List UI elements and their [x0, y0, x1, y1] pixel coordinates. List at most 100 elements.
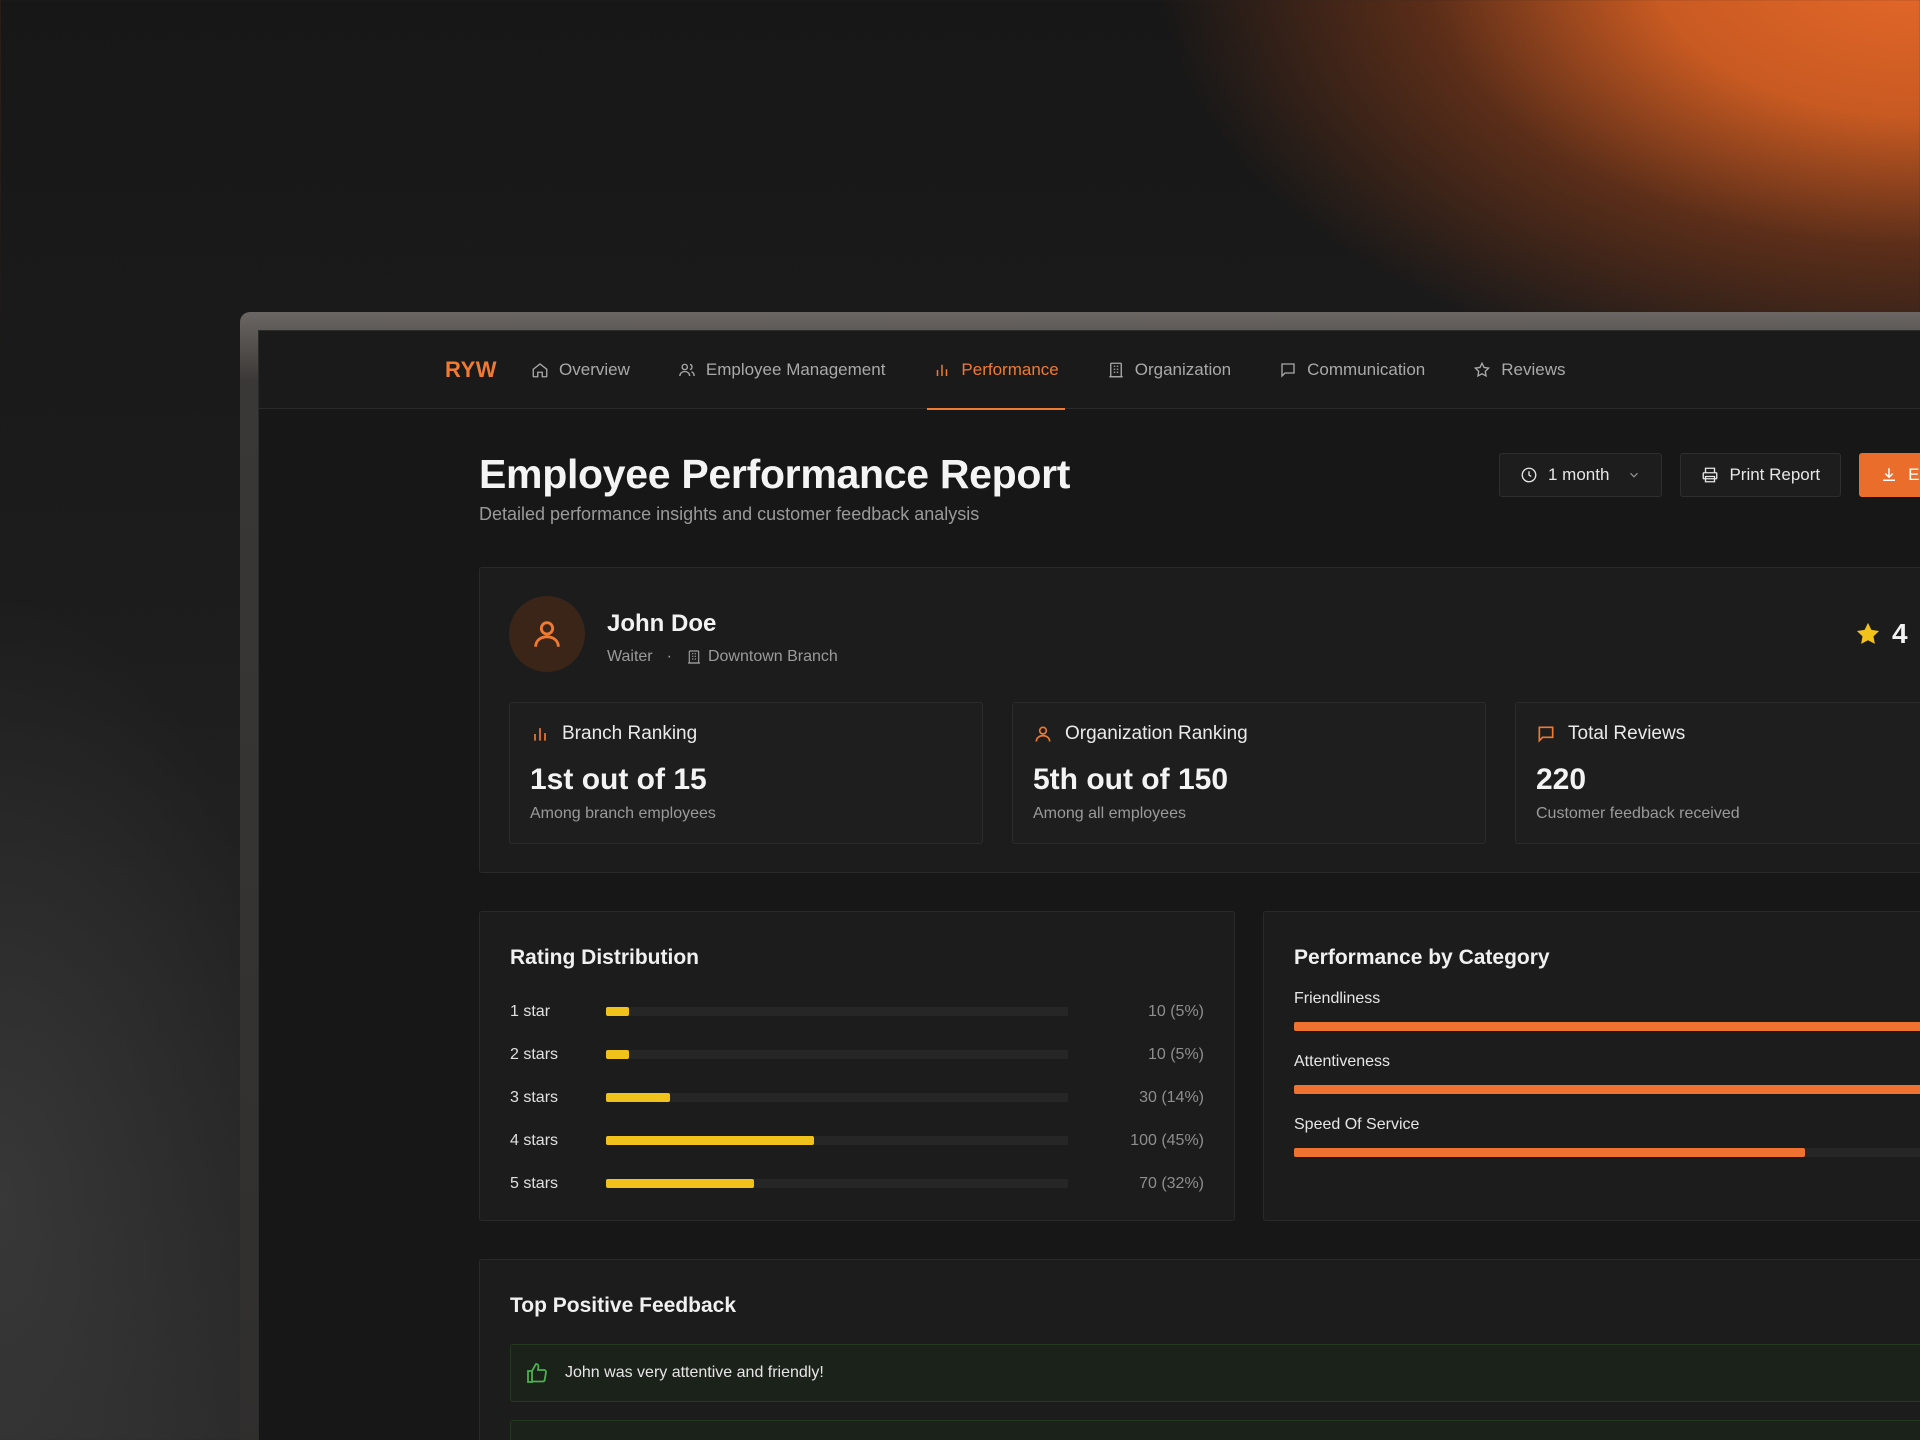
stat-branch-ranking: Branch Ranking 1st out of 15 Among branc…: [509, 702, 983, 844]
rating-bar-track: [605, 1136, 1069, 1145]
rating-label: 3 stars: [510, 1088, 559, 1106]
logo[interactable]: RYW: [445, 356, 498, 382]
rating-bar-track: [605, 1050, 1069, 1059]
rating-bar-fill: [605, 1093, 671, 1102]
employee-meta: Waiter · Downtown Branch: [607, 648, 838, 666]
rating-label: 2 stars: [510, 1045, 559, 1063]
rating-bar-fill: [605, 1179, 754, 1188]
nav-item-organization[interactable]: Organization: [1107, 331, 1231, 409]
user-icon: [1035, 726, 1051, 742]
category-performance-title: Performance by Category: [1294, 946, 1550, 969]
nav-label: Overview: [559, 359, 630, 379]
category-bar-fill: [1294, 1148, 1805, 1157]
avatar: [509, 596, 585, 672]
overall-rating: 4: [1854, 618, 1908, 650]
category-row: Friendliness: [1294, 990, 1920, 1031]
feedback-text: John was very attentive and friendly!: [565, 1364, 824, 1381]
nav-item-employee-management[interactable]: Employee Management: [678, 331, 885, 409]
period-select[interactable]: 1 month: [1499, 453, 1663, 497]
download-icon: [1883, 468, 1896, 481]
stat-header: Organization Ranking: [1033, 723, 1465, 745]
nav-item-communication[interactable]: Communication: [1279, 331, 1425, 409]
nav-label: Communication: [1307, 359, 1426, 379]
rating-bar-fill: [605, 1050, 629, 1059]
category-bar-track: [1294, 1085, 1920, 1094]
feedback-item: John was very attentive and friendly!: [510, 1344, 1920, 1402]
nav-item-overview[interactable]: Overview: [531, 331, 630, 409]
home-icon: [532, 362, 548, 377]
stat-value: 1st out of 15: [530, 763, 707, 796]
stat-subtitle: Among branch employees: [530, 805, 716, 822]
stat-title: Total Reviews: [1568, 723, 1686, 744]
top-nav: RYW Overview Employee Management Perform…: [259, 331, 1920, 410]
rating-row: 1 star 10 (5%): [510, 990, 1204, 1033]
page-title: Employee Performance Report: [479, 451, 1071, 497]
category-bar-track: [1294, 1148, 1920, 1157]
building-icon: [1109, 362, 1123, 377]
employee-branch-label: Downtown Branch: [707, 648, 838, 665]
employee-profile-card: John Doe Waiter · Downtown Branch 4: [479, 567, 1920, 873]
star-icon: [1474, 361, 1491, 377]
stat-organization-ranking: Organization Ranking 5th out of 150 Amon…: [1012, 702, 1486, 844]
users-icon: [679, 363, 695, 376]
rating-row: 3 stars 30 (14%): [510, 1076, 1204, 1119]
rating-row: 4 stars 100 (45%): [510, 1119, 1204, 1162]
export-button[interactable]: Ex: [1859, 453, 1920, 497]
user-icon: [534, 621, 560, 647]
main-content: Employee Performance Report Detailed per…: [479, 409, 1920, 1440]
nav-item-performance[interactable]: Performance: [927, 331, 1066, 410]
rating-bar-fill: [605, 1136, 814, 1145]
building-icon: [687, 650, 700, 664]
nav-label: Organization: [1134, 359, 1232, 379]
rating-label: 1 star: [510, 1002, 551, 1020]
printer-icon: [1703, 467, 1718, 483]
rating-count: 70 (32%): [1139, 1174, 1204, 1192]
employee-branch: Downtown Branch: [686, 648, 838, 666]
stat-subtitle: Among all employees: [1033, 805, 1186, 822]
bar-chart-icon: [534, 728, 546, 741]
star-filled-icon: [1856, 622, 1880, 644]
app-screen: RYW Overview Employee Management Perform…: [258, 330, 1920, 1440]
analytics-row: Rating Distribution 1 star 10 (5%) 2 stars…: [479, 911, 1920, 1221]
page-subtitle: Detailed performance insights and custom…: [479, 504, 980, 524]
export-label: Ex: [1908, 465, 1920, 484]
bar-chart-icon: [937, 364, 948, 376]
rating-count: 10 (5%): [1147, 1045, 1204, 1063]
rating-bar-track: [605, 1093, 1069, 1102]
rating-row: 2 stars 10 (5%): [510, 1033, 1204, 1076]
rating-distribution-title: Rating Distribution: [510, 946, 699, 969]
stat-title: Branch Ranking: [562, 723, 698, 744]
print-report-label: Print Report: [1729, 465, 1821, 484]
stat-value: 220: [1536, 763, 1587, 796]
category-row: Attentiveness: [1294, 1053, 1920, 1094]
rating-label: 4 stars: [510, 1131, 559, 1149]
stats-row: Branch Ranking 1st out of 15 Among branc…: [509, 702, 1920, 844]
stat-title: Organization Ranking: [1065, 723, 1248, 744]
employee-name: John Doe: [607, 610, 717, 637]
clock-icon: [1521, 467, 1537, 483]
nav-label: Reviews: [1501, 359, 1566, 379]
feedback-item: [510, 1420, 1920, 1440]
stat-header: Total Reviews: [1536, 723, 1920, 745]
meta-separator: ·: [666, 648, 672, 665]
overall-rating-value: 4: [1892, 618, 1908, 649]
nav-item-reviews[interactable]: Reviews: [1473, 331, 1566, 409]
employee-role: Waiter: [607, 648, 653, 665]
rating-row: 5 stars 70 (32%): [510, 1162, 1204, 1205]
header-actions: 1 month Print Report Ex: [1499, 453, 1920, 497]
print-report-button[interactable]: Print Report: [1680, 453, 1842, 497]
rating-count: 30 (14%): [1139, 1088, 1204, 1106]
category-performance-card: Performance by Category Friendliness Atte…: [1263, 911, 1920, 1221]
nav-label: Performance: [961, 359, 1059, 379]
monitor-bezel: RYW Overview Employee Management Perform…: [240, 312, 1920, 1440]
positive-feedback-title: Top Positive Feedback: [510, 1294, 737, 1317]
category-row: Speed Of Service: [1294, 1116, 1920, 1157]
category-bar-fill: [1294, 1022, 1920, 1031]
period-select-value: 1 month: [1548, 465, 1610, 484]
category-label: Speed Of Service: [1294, 1116, 1420, 1133]
rating-label: 5 stars: [510, 1174, 559, 1192]
stat-total-reviews: Total Reviews 220 Customer feedback rece…: [1515, 702, 1920, 844]
message-icon: [1281, 362, 1295, 378]
rating-bar-track: [605, 1179, 1069, 1188]
rating-distribution-card: Rating Distribution 1 star 10 (5%) 2 stars…: [479, 911, 1235, 1221]
